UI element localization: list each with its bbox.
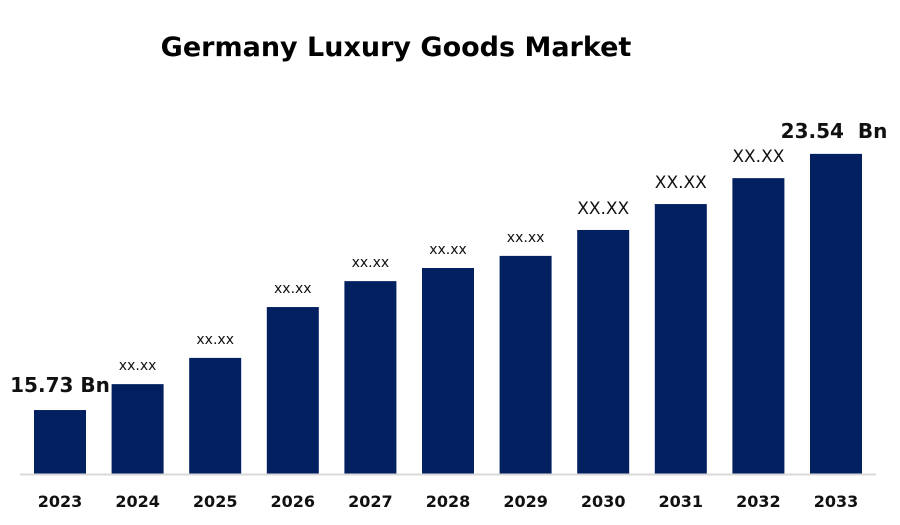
x-tick-label: 2024: [115, 492, 160, 511]
x-tick-label: 2029: [503, 492, 548, 511]
x-tick-label: 2031: [659, 492, 704, 511]
bar-2028: [422, 268, 474, 474]
data-label: 15.73 Bn: [10, 373, 110, 397]
data-label: xx.xx: [429, 242, 467, 258]
x-axis-ticks: 2023 2024 2025 2026 2027 2028 2029 2030 2031 2032…: [38, 492, 859, 511]
bar-2024: [111, 384, 164, 474]
bar-2029: [499, 255, 552, 474]
data-label: XX.XX: [732, 147, 784, 167]
data-label: xx.xx: [352, 255, 390, 271]
bar-2025: [189, 357, 242, 474]
bar-2023: [34, 410, 86, 474]
x-tick-label: 2030: [581, 492, 626, 511]
data-label: xx.xx: [119, 358, 157, 374]
x-tick-label: 2023: [38, 492, 83, 511]
x-tick-label: 2025: [193, 492, 238, 511]
x-tick-label: 2028: [426, 492, 471, 511]
data-label: XX.XX: [655, 173, 707, 193]
x-tick-label: 2027: [348, 492, 393, 511]
bar-2026: [266, 307, 319, 474]
x-tick-label: 2033: [814, 492, 859, 511]
data-labels: 15.73 Bn xx.xx xx.xx xx.xx xx.xx xx.xx xx.xx XX…: [10, 119, 887, 397]
bars: [34, 153, 862, 475]
chart-title: Germany Luxury Goods Market: [161, 32, 632, 63]
bar-2033: [810, 153, 862, 474]
x-tick-label: 2032: [736, 492, 781, 511]
x-tick-label: 2026: [271, 492, 316, 511]
data-label: xx.xx: [196, 332, 234, 348]
bar-2030: [577, 229, 630, 474]
bar-2032: [732, 178, 785, 475]
bar-2031: [654, 204, 707, 474]
data-label: xx.xx: [507, 230, 545, 246]
data-label: XX.XX: [577, 199, 629, 219]
data-label: 23.54 Bn: [781, 119, 888, 143]
data-label: xx.xx: [274, 281, 312, 297]
bar-2027: [344, 281, 397, 474]
